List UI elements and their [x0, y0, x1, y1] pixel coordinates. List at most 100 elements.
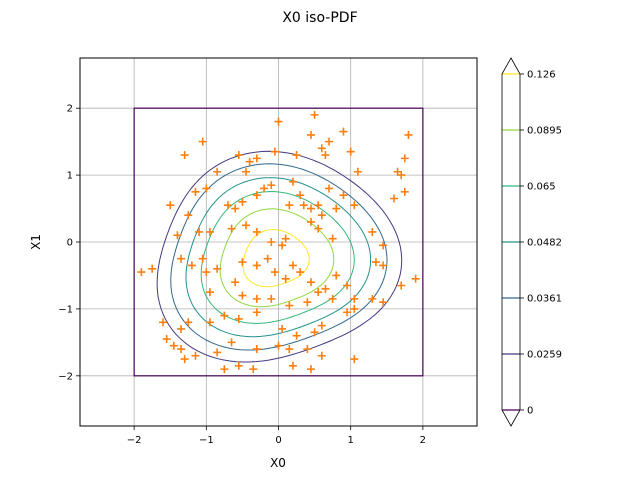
colorbar-band	[502, 242, 520, 298]
sample-point	[281, 234, 290, 243]
sample-point	[252, 345, 261, 354]
sample-point	[267, 181, 276, 190]
sample-point	[343, 281, 352, 290]
sample-point	[306, 204, 315, 213]
sample-point	[137, 268, 146, 277]
sample-point	[288, 361, 297, 370]
sample-point	[184, 318, 193, 327]
sample-point	[205, 318, 214, 327]
sample-point	[317, 321, 326, 330]
sample-point	[400, 187, 409, 196]
x-axis-label: X0	[270, 456, 286, 470]
sample-point	[191, 351, 200, 360]
sample-point	[285, 301, 294, 310]
sample-point	[267, 238, 276, 246]
chart-title: X0 iso-PDF	[282, 10, 357, 26]
sample-point	[317, 211, 326, 220]
colorbar-outline	[501, 57, 521, 427]
sample-point	[350, 304, 359, 313]
sample-point	[346, 147, 355, 156]
sample-point	[202, 184, 211, 193]
sample-point	[238, 258, 247, 267]
sample-point	[350, 201, 359, 210]
colorbar-band	[502, 74, 520, 130]
x-axis-ticks: −2 −1 0 1 2	[127, 426, 426, 446]
y-tick-label: 2	[67, 104, 73, 115]
sample-point	[314, 288, 323, 297]
sample-point	[278, 324, 287, 333]
sample-point	[368, 227, 377, 236]
sample-point	[148, 264, 157, 273]
colorbar-band	[502, 130, 520, 186]
sample-point	[202, 268, 211, 277]
sample-point	[213, 348, 222, 357]
colorbar-tick-label: 0.0482	[527, 238, 562, 249]
sample-point	[397, 171, 406, 180]
sample-point	[198, 137, 207, 146]
sample-point	[397, 281, 406, 290]
sample-point	[180, 151, 189, 160]
contour-line-0.126	[242, 229, 310, 288]
sample-point	[285, 201, 294, 210]
sample-point	[389, 194, 398, 203]
sample-point	[267, 294, 276, 303]
sample-point	[379, 298, 388, 307]
sample-point	[205, 288, 214, 297]
sample-point	[252, 154, 261, 163]
colorbar-band	[502, 298, 520, 354]
samples	[137, 110, 420, 374]
y-axis-label: X1	[29, 234, 43, 250]
sample-point	[339, 127, 348, 136]
sample-point	[321, 151, 330, 160]
colorbar-tick-label: 0.126	[527, 70, 556, 81]
sample-point	[159, 318, 168, 327]
sample-point	[227, 224, 236, 233]
sample-point	[198, 254, 207, 263]
sample-point	[270, 147, 279, 156]
sample-point	[227, 338, 236, 347]
x-tick-label: 1	[347, 435, 353, 446]
sample-point	[169, 341, 178, 350]
sample-point	[252, 308, 261, 317]
sample-point	[195, 227, 204, 236]
sample-point	[180, 355, 189, 364]
colorbar-band	[502, 186, 520, 242]
sample-point	[404, 130, 413, 139]
sample-point	[263, 254, 272, 263]
sample-point	[274, 117, 283, 126]
contour-line-0.0482	[185, 177, 372, 338]
sample-point	[306, 217, 315, 226]
sample-point	[252, 227, 261, 236]
sample-point	[166, 201, 175, 210]
sample-point	[299, 201, 308, 210]
colorbar-tick-label: 0.0361	[527, 294, 562, 305]
contour-line-0.0895	[219, 208, 335, 308]
y-tick-label: −1	[58, 304, 73, 315]
sample-point	[343, 308, 352, 317]
sample-point	[288, 177, 297, 186]
sample-point	[242, 167, 251, 176]
y-tick-label: 1	[67, 171, 73, 182]
sample-point	[245, 157, 254, 166]
sample-point	[249, 365, 258, 374]
sample-point	[252, 261, 261, 270]
sample-point	[306, 278, 315, 287]
sample-point	[223, 201, 232, 210]
sample-point	[296, 268, 305, 277]
sample-point	[325, 184, 334, 193]
sample-point	[368, 294, 377, 303]
sample-point	[371, 258, 380, 267]
sample-point	[234, 151, 243, 160]
sample-point	[310, 110, 319, 119]
sample-point	[379, 261, 388, 270]
sample-point	[314, 224, 323, 233]
sample-point	[274, 341, 283, 350]
sample-point	[187, 261, 196, 270]
sample-point	[339, 191, 348, 200]
sample-point	[191, 187, 200, 196]
sample-point	[260, 184, 269, 193]
x-tick-label: 0	[275, 435, 281, 446]
sample-point	[220, 311, 229, 320]
sample-point	[411, 274, 420, 283]
